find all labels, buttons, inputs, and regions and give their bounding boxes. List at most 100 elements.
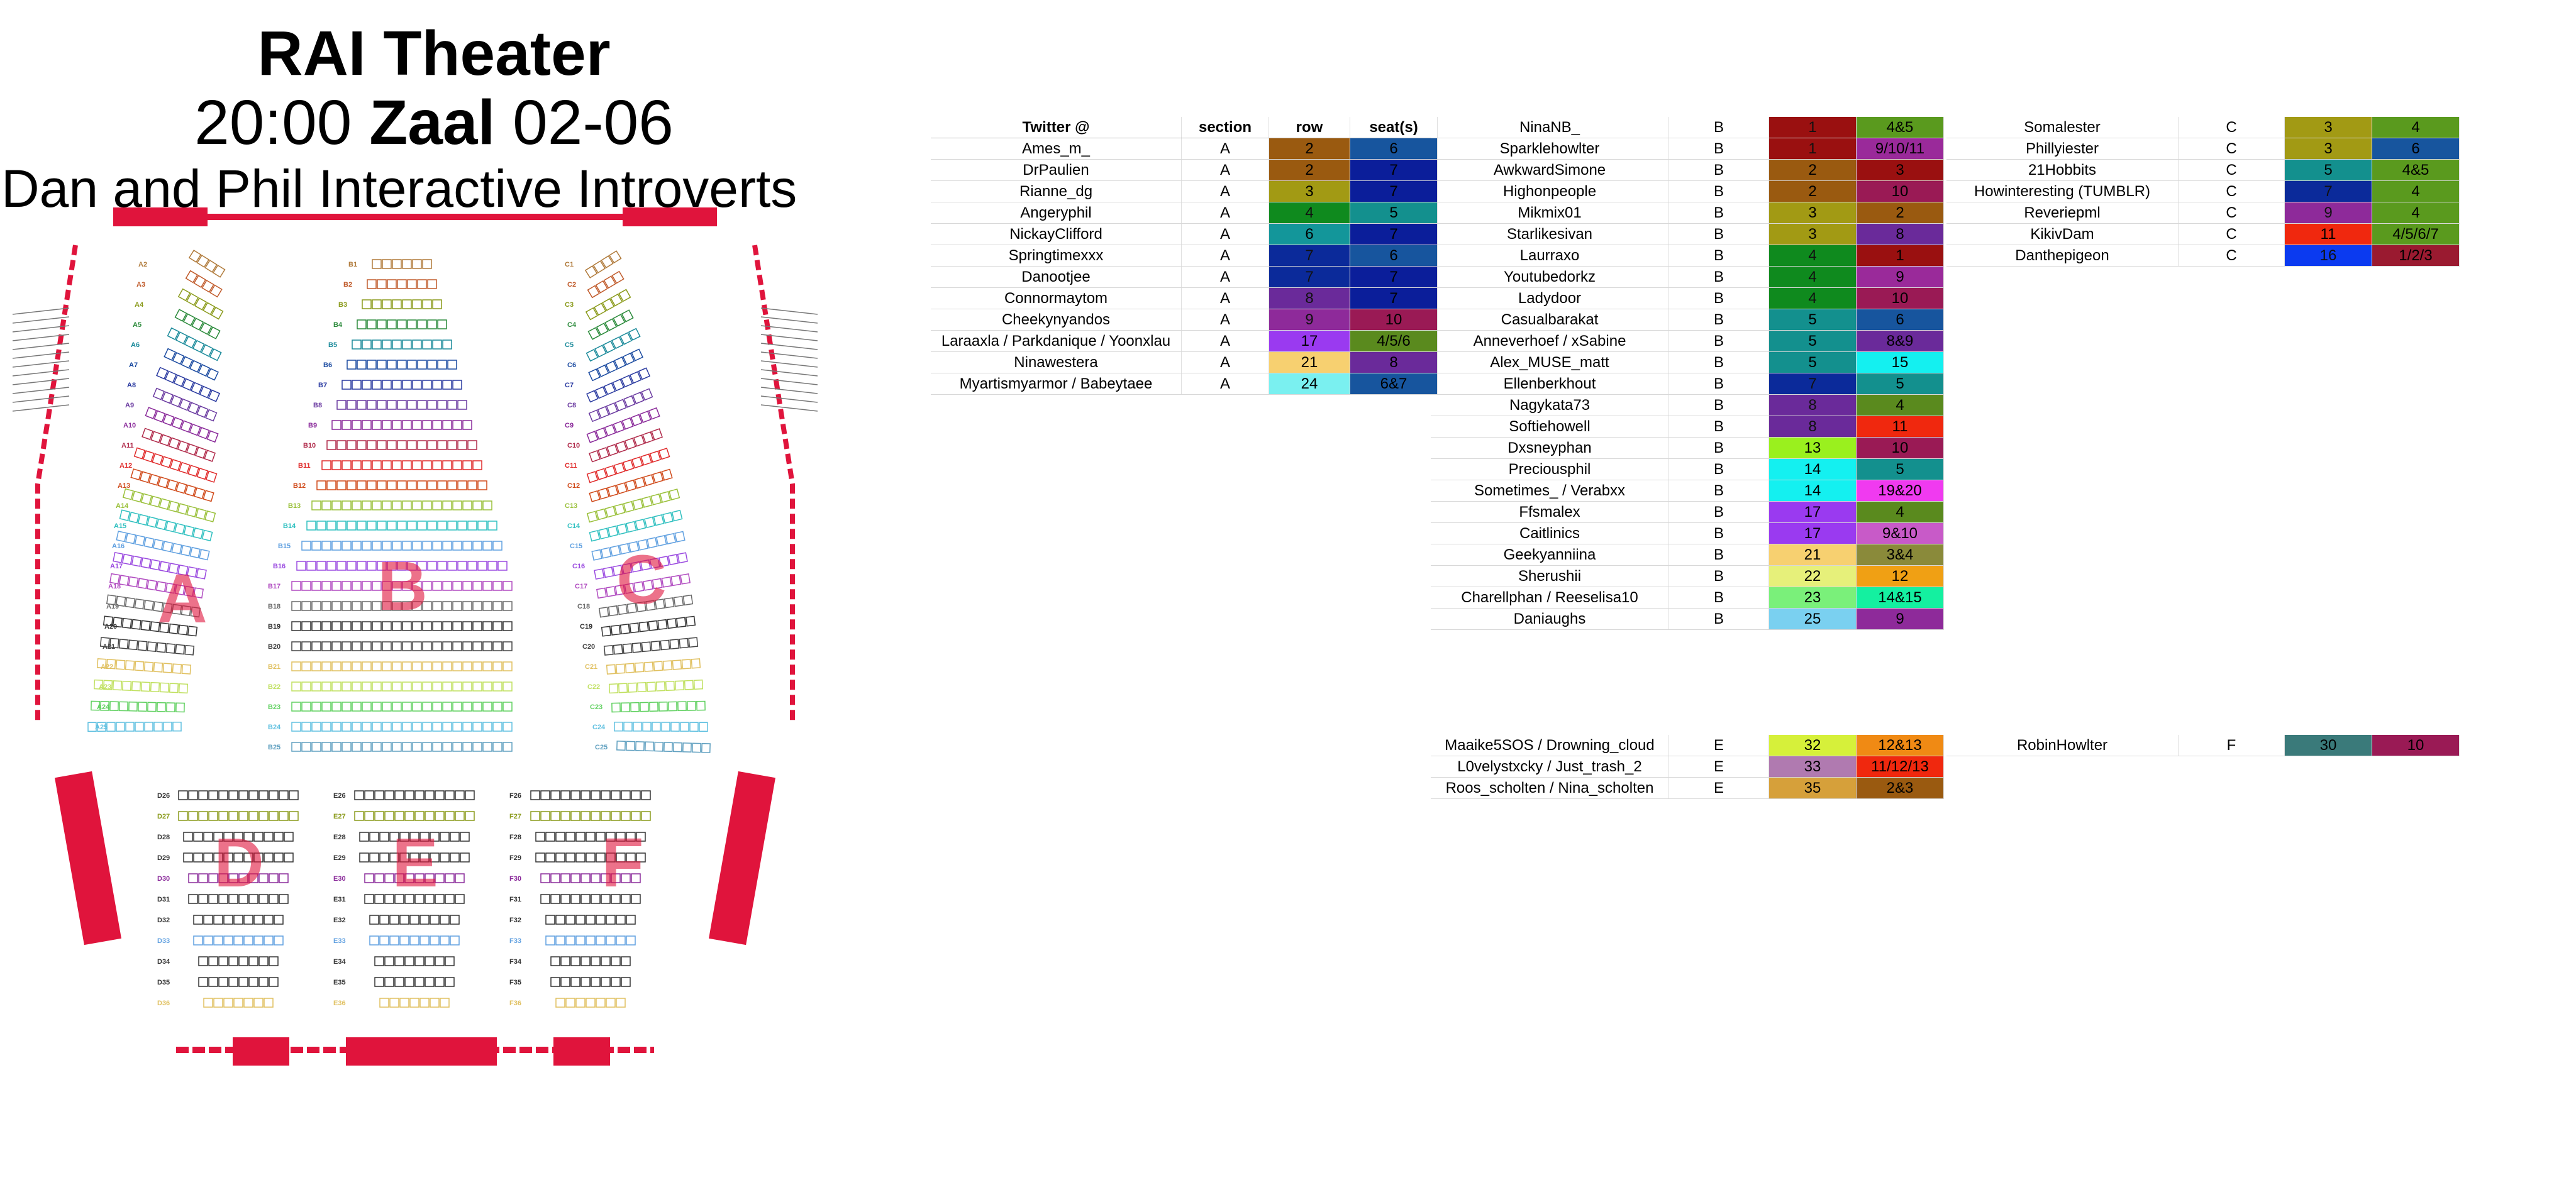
row-e: [364, 894, 465, 904]
row-cell: 7: [1768, 373, 1857, 395]
seat: [188, 873, 198, 883]
table-row: Danootjee A 7 7: [931, 266, 1438, 288]
seat: [636, 601, 647, 612]
seat: [341, 380, 352, 390]
twitter-handle: Danthepigeon: [1946, 245, 2179, 267]
seat: [502, 581, 513, 591]
seat: [367, 561, 377, 571]
row-label-c: C8: [567, 402, 576, 409]
seat: [442, 681, 452, 692]
seat: [612, 565, 623, 576]
row-cell: 30: [2284, 735, 2372, 756]
seat: [321, 581, 331, 591]
seat: [482, 500, 492, 510]
section-cell: A: [1181, 330, 1269, 352]
row-label-f: F29: [509, 854, 521, 862]
row-label-b: B25: [268, 744, 280, 751]
seat: [407, 360, 417, 370]
seat: [103, 680, 113, 690]
row-label-a: A10: [123, 422, 136, 429]
seat: [187, 465, 199, 477]
seat: [382, 641, 392, 651]
seat: [341, 742, 352, 752]
seat: [208, 389, 221, 402]
seat: [555, 935, 565, 946]
seat: [352, 702, 362, 712]
seat: [372, 641, 382, 651]
row-c: [596, 573, 691, 599]
seat: [341, 601, 352, 611]
seat-cell: 7: [1350, 287, 1438, 309]
row-label-a: A18: [108, 583, 121, 590]
seat: [147, 702, 157, 712]
seat: [540, 894, 550, 904]
seat: [565, 935, 575, 946]
row-label-c: C1: [565, 261, 574, 268]
seat: [442, 541, 452, 551]
row-a: [177, 288, 224, 320]
seat: [631, 894, 641, 904]
seat: [175, 331, 188, 345]
seat: [128, 639, 138, 651]
seat: [158, 561, 170, 573]
venue-title: RAI Theater: [257, 18, 611, 89]
seat: [331, 581, 341, 591]
seat: [412, 702, 422, 712]
seat: [172, 663, 182, 674]
seat: [218, 977, 228, 987]
seat: [185, 270, 198, 284]
seat: [603, 645, 614, 656]
row-a: [174, 309, 221, 339]
seat: [601, 547, 612, 559]
seat: [625, 521, 637, 533]
seat: [407, 279, 417, 289]
seat: [425, 790, 435, 800]
seat: [621, 977, 631, 987]
twitter-handle: Rianne_dg: [931, 180, 1182, 202]
seat: [248, 977, 258, 987]
row-b: [296, 561, 508, 571]
seat: [341, 621, 352, 631]
seat: [601, 977, 611, 987]
row-label-d: D32: [157, 917, 170, 924]
seat: [432, 380, 442, 390]
seat: [452, 681, 462, 692]
row-label-c: C25: [595, 744, 608, 751]
row-label-a: A22: [101, 663, 113, 671]
seat: [392, 621, 402, 631]
seat: [392, 581, 402, 591]
seat: [159, 682, 170, 693]
seat: [186, 566, 198, 578]
seat: [452, 641, 462, 651]
twitter-handle: DrPaulien: [931, 159, 1182, 181]
seat: [137, 578, 148, 589]
seat: [665, 680, 675, 692]
seat: [205, 409, 218, 422]
seat: [482, 681, 492, 692]
row-cell: 17: [1269, 330, 1350, 352]
seat: [198, 790, 208, 800]
seat: [119, 509, 131, 521]
row-a: [103, 615, 198, 637]
row-d: [183, 852, 294, 863]
seat: [492, 621, 502, 631]
seat: [482, 621, 492, 631]
seat: [633, 434, 645, 447]
seat: [382, 722, 392, 732]
seat: [465, 790, 475, 800]
row-label-c: C17: [575, 583, 587, 590]
section-cell: B: [1668, 416, 1769, 438]
seat: [382, 661, 392, 671]
row-label-a: A23: [99, 683, 111, 691]
seat: [452, 702, 462, 712]
seat: [472, 641, 482, 651]
seat: [591, 894, 601, 904]
seat: [369, 832, 379, 842]
seat: [186, 443, 198, 456]
seat: [142, 450, 155, 463]
seat: [472, 500, 482, 510]
seat: [487, 561, 497, 571]
seat: [580, 977, 591, 987]
row-label-c: C4: [567, 321, 577, 329]
seat: [591, 873, 601, 883]
